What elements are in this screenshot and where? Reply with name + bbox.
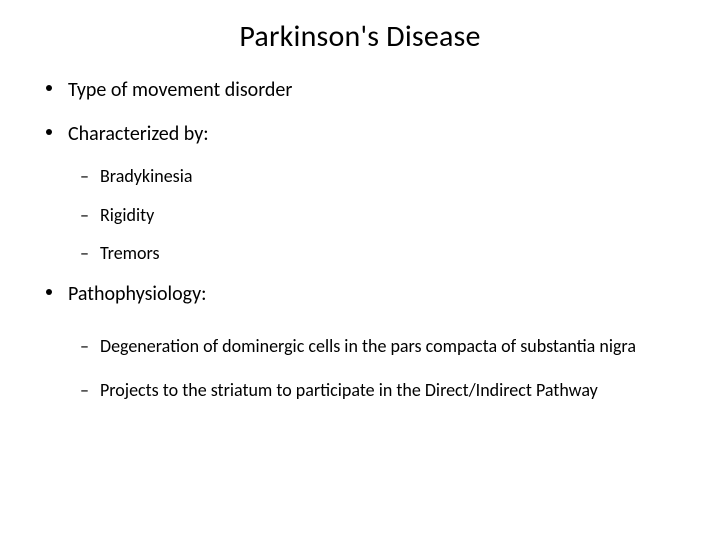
bullet-text: Characterized by: <box>68 122 209 146</box>
bullet-item: Characterized by: <box>40 121 680 147</box>
sub-bullet-text: Degeneration of dominergic cells in the … <box>100 335 636 357</box>
sub-bullet-text: Bradykinesia <box>100 165 192 187</box>
spacer <box>40 373 680 377</box>
sub-bullet-item: – Rigidity <box>40 204 680 227</box>
dash-bullet-icon: – <box>80 379 89 402</box>
dash-bullet-icon: – <box>80 335 89 358</box>
dash-bullet-icon: – <box>80 204 89 227</box>
dash-bullet-icon: – <box>80 242 89 265</box>
bullet-text: Pathophysiology: <box>68 282 206 306</box>
sub-bullet-text: Tremors <box>100 242 160 264</box>
disc-bullet-icon <box>46 289 52 295</box>
disc-bullet-icon <box>46 85 52 91</box>
slide-title: Parkinson's Disease <box>40 18 680 55</box>
sub-bullet-item: – Projects to the striatum to participat… <box>40 379 680 402</box>
sub-bullet-item: – Bradykinesia <box>40 165 680 188</box>
bullet-item: Type of movement disorder <box>40 77 680 103</box>
sub-bullet-item: – Degeneration of dominergic cells in th… <box>40 335 680 358</box>
sub-bullet-text: Rigidity <box>100 204 154 226</box>
bullet-item: Pathophysiology: <box>40 281 680 307</box>
slide: Parkinson's Disease Type of movement dis… <box>0 0 720 540</box>
bullet-text: Type of movement disorder <box>68 78 292 102</box>
sub-bullet-item: – Tremors <box>40 242 680 265</box>
spacer <box>40 325 680 333</box>
dash-bullet-icon: – <box>80 165 89 188</box>
sub-bullet-text: Projects to the striatum to participate … <box>100 379 598 401</box>
disc-bullet-icon <box>46 129 52 135</box>
